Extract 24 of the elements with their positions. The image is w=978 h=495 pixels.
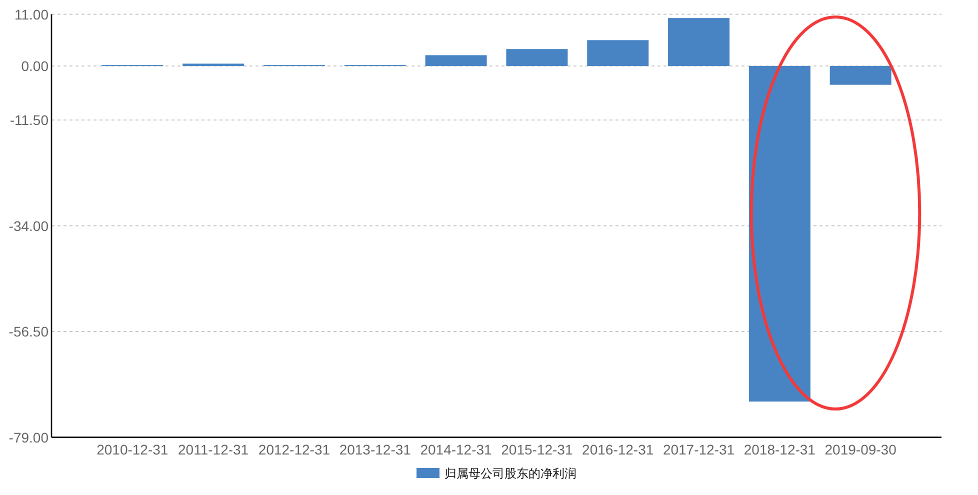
x-tick-label: 2013-12-31 — [339, 441, 412, 458]
legend-item: 归属母公司股东的净利润 — [416, 466, 576, 480]
y-tick-label: -11.50 — [10, 112, 49, 128]
y-tick-label: -79.00 — [8, 429, 49, 446]
x-tick-label: 2018-12-31 — [744, 441, 816, 458]
bar — [748, 66, 810, 402]
x-tick-label: 2011-12-31 — [178, 441, 249, 458]
x-tick-label: 2014-12-31 — [420, 441, 492, 458]
x-tick-label: 2015-12-31 — [501, 441, 573, 458]
y-tick-label: -56.50 — [8, 324, 49, 340]
bar — [587, 40, 649, 66]
y-tick-label: 11.00 — [14, 6, 49, 22]
y-tick-label: 0.00 — [21, 58, 49, 74]
x-tick-label: 2010-12-31 — [96, 441, 168, 458]
x-tick-label: 2012-12-31 — [258, 441, 330, 458]
x-tick-label: 2016-12-31 — [582, 441, 654, 458]
y-tick-label: -34.00 — [8, 218, 49, 234]
bar — [668, 18, 730, 66]
x-tick-label: 2017-12-31 — [662, 441, 735, 458]
x-tick-label: 2019-09-30 — [824, 441, 897, 458]
legend-label: 归属母公司股东的净利润 — [444, 466, 576, 480]
bar — [830, 66, 892, 85]
bar — [425, 55, 487, 66]
bar — [506, 49, 568, 66]
